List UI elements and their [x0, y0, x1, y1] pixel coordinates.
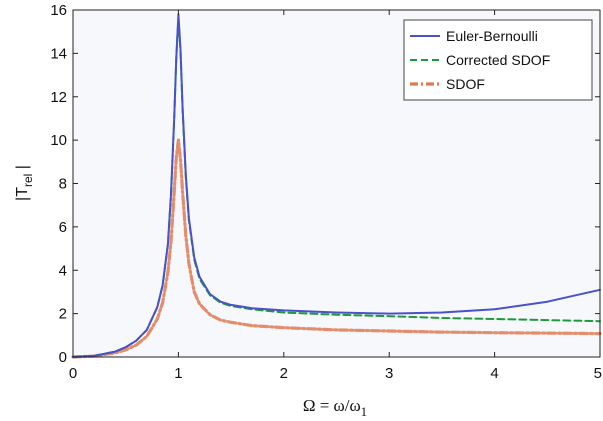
x-tick-label: 4 — [490, 365, 498, 382]
y-tick-label: 12 — [50, 89, 67, 106]
series-line-euler-bernoulli — [72, 13, 601, 358]
y-tick-label: 6 — [59, 219, 67, 236]
legend: Euler-Bernoulli Corrected SDOF SDOF — [403, 19, 593, 101]
x-tick-label: 1 — [174, 365, 182, 382]
legend-label-corrected-sdof: Corrected SDOF — [446, 52, 550, 68]
y-tick-label: 4 — [59, 262, 67, 279]
x-axis: 0 1 2 3 4 5 — [69, 10, 602, 382]
y-axis-label: |Trel | — [14, 165, 35, 201]
x-tick-label: 0 — [69, 365, 77, 382]
x-tick-label: 5 — [594, 365, 602, 382]
series-line-sdof — [71, 138, 602, 359]
legend-label-euler-bernoulli: Euler-Bernoulli — [446, 28, 538, 44]
y-tick-label: 10 — [50, 132, 67, 149]
y-tick-label: 14 — [50, 45, 67, 62]
y-axis: 0 2 4 6 8 10 12 14 16 — [50, 2, 600, 366]
x-tick-label: 2 — [280, 365, 288, 382]
legend-items: Euler-Bernoulli Corrected SDOF SDOF — [410, 28, 550, 92]
y-tick-label: 0 — [59, 349, 67, 366]
x-tick-label: 3 — [385, 365, 393, 382]
y-tick-label: 16 — [50, 2, 67, 19]
series-layer — [71, 13, 602, 359]
x-axis-label: Ω = ω/ω1 — [303, 396, 367, 419]
y-tick-label: 2 — [59, 306, 67, 323]
legend-label-sdof: SDOF — [446, 76, 485, 92]
y-tick-label: 8 — [59, 176, 67, 193]
